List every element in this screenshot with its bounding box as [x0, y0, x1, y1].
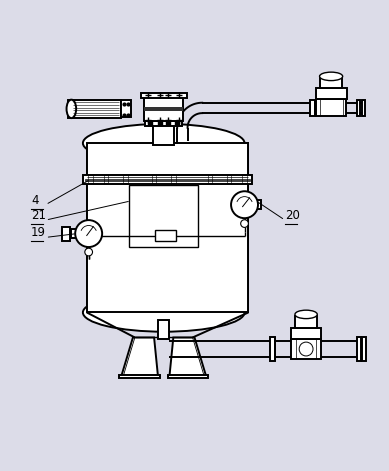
Bar [62, 227, 70, 241]
Bar [357, 338, 361, 361]
Bar [310, 100, 315, 116]
Bar [295, 316, 317, 328]
Bar [208, 176, 212, 183]
Bar [171, 176, 176, 183]
Bar [320, 76, 342, 88]
Text: 20: 20 [285, 209, 300, 222]
Bar [119, 375, 160, 378]
Bar [361, 100, 365, 116]
Circle shape [85, 248, 93, 256]
Bar [88, 176, 93, 183]
Bar [85, 179, 250, 181]
Bar [242, 176, 247, 183]
Bar [155, 230, 176, 241]
Bar [158, 320, 169, 340]
Bar [87, 143, 249, 312]
Circle shape [299, 342, 313, 356]
Ellipse shape [295, 310, 317, 318]
Bar [256, 200, 261, 209]
Circle shape [75, 220, 102, 247]
Ellipse shape [67, 100, 76, 118]
Bar [317, 99, 346, 116]
Bar [153, 124, 174, 145]
Bar [316, 88, 347, 99]
Bar [144, 96, 183, 121]
Text: 21: 21 [31, 209, 46, 222]
Bar [68, 100, 121, 118]
Circle shape [231, 191, 258, 218]
Bar [104, 176, 108, 183]
Bar [291, 340, 321, 358]
Ellipse shape [320, 72, 343, 81]
Bar [168, 375, 208, 378]
Bar [152, 176, 156, 183]
Bar [140, 94, 187, 98]
Bar [144, 107, 183, 111]
Bar [121, 100, 131, 117]
Text: 4: 4 [31, 194, 39, 207]
Polygon shape [170, 338, 206, 376]
Bar [123, 176, 128, 183]
Bar [87, 143, 249, 312]
Bar [362, 338, 366, 361]
Bar [129, 186, 198, 247]
Bar [83, 175, 252, 184]
Bar [291, 328, 321, 340]
Ellipse shape [83, 293, 245, 332]
Text: 19: 19 [31, 227, 46, 239]
Polygon shape [121, 338, 158, 376]
Bar [145, 121, 182, 126]
Ellipse shape [83, 124, 245, 162]
Bar [227, 176, 231, 183]
Circle shape [241, 220, 249, 227]
Bar [70, 229, 76, 238]
Bar [270, 338, 275, 361]
Bar [356, 100, 360, 116]
